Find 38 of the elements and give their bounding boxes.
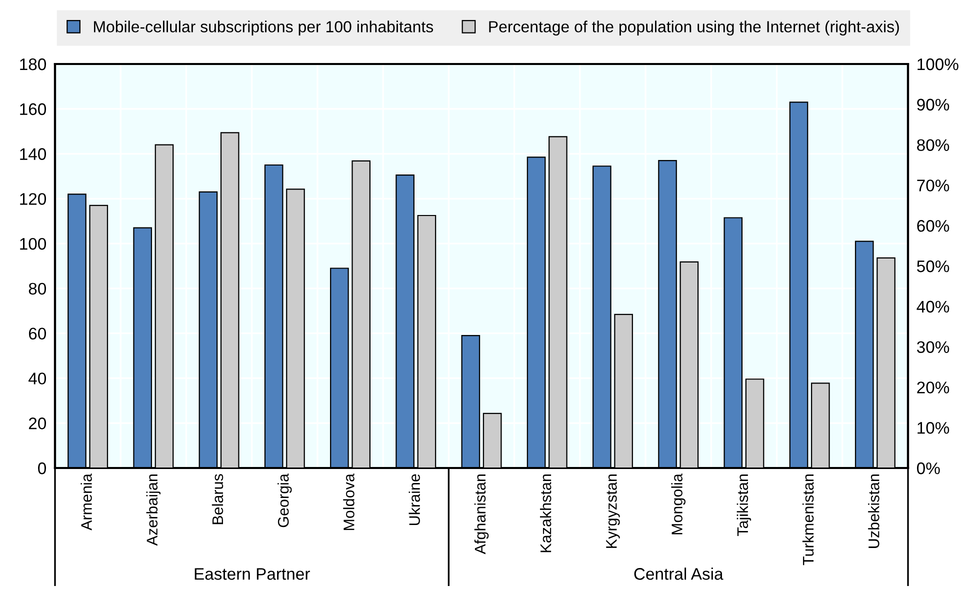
x-tick-label: Belarus [212, 474, 224, 524]
y2-tick-label: 100% [918, 58, 958, 70]
x-tick-label: Kazakhstan [540, 474, 552, 552]
y2-tick-label: 80% [917, 139, 950, 152]
legend-label: Percentage of the population using the Internet (right-axis) [489, 20, 899, 36]
y-tick-label: 180 [20, 58, 46, 70]
y-tick-label: 80 [28, 282, 46, 295]
text: Eastern Partner [194, 568, 310, 580]
x-tick-label: Azerbaijan [146, 474, 161, 546]
y-tick-label: 40 [28, 372, 46, 384]
x-tick-label: Armenia [80, 474, 92, 530]
y2-tick-label: 70% [917, 180, 950, 192]
text: Central Asia [634, 568, 724, 580]
y-tick-label: 120 [20, 193, 46, 205]
y-tick-label: 0 [38, 462, 46, 474]
y-tick-label: 160 [20, 103, 46, 116]
y2-tick-label: 0% [916, 462, 940, 474]
y-tick-label: 20 [28, 418, 46, 430]
y2-tick-label: 20% [917, 382, 950, 394]
y2-tick-label: 40% [916, 300, 950, 313]
x-tick-label: Mongolia [671, 474, 686, 534]
y2-tick-label: 60% [917, 220, 950, 232]
y2-tick-label: 50% [917, 260, 950, 272]
y-tick-label: 100 [20, 238, 46, 250]
x-tick-label: Georgia [278, 474, 292, 528]
x-tick-label: Tajikistan [736, 474, 752, 536]
y-tick-label: 60 [28, 328, 46, 340]
legend-label: Mobile-cellular subscriptions per 100 inhabitants [94, 20, 434, 36]
y2-tick-label: 30% [916, 341, 950, 354]
x-tick-label: Afghanistan [474, 474, 489, 554]
x-tick-label: Kyrgyzstan [606, 474, 620, 548]
x-tick-label: Moldova [343, 474, 354, 530]
y-tick-label: 140 [20, 148, 46, 160]
x-tick-label: Turkmenistan [802, 474, 814, 566]
x-tick-label: Uzbekistan [868, 474, 880, 548]
y2-tick-label: 10% [918, 422, 950, 434]
y2-tick-label: 90% [917, 98, 950, 111]
x-tick-label: Ukraine [408, 474, 420, 526]
